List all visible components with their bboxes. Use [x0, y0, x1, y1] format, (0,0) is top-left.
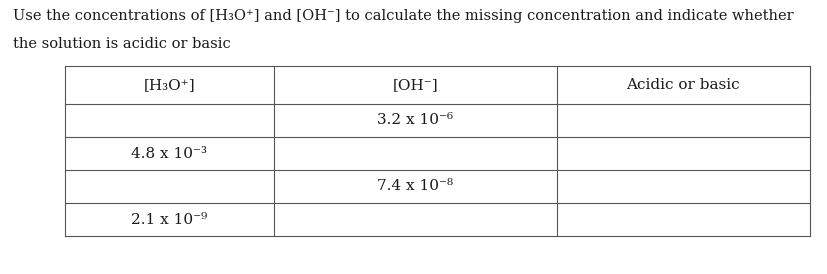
- Text: [OH⁻]: [OH⁻]: [392, 78, 437, 92]
- Text: 2.1 x 10⁻⁹: 2.1 x 10⁻⁹: [131, 213, 208, 227]
- Text: Use the concentrations of [H₃O⁺] and [OH⁻] to calculate the missing concentratio: Use the concentrations of [H₃O⁺] and [OH…: [13, 9, 792, 23]
- Text: the solution is acidic or basic: the solution is acidic or basic: [13, 37, 231, 51]
- Text: Acidic or basic: Acidic or basic: [626, 78, 739, 92]
- Text: 4.8 x 10⁻³: 4.8 x 10⁻³: [131, 147, 207, 161]
- Text: 3.2 x 10⁻⁶: 3.2 x 10⁻⁶: [376, 113, 452, 127]
- Text: [H₃O⁺]: [H₃O⁺]: [143, 78, 195, 92]
- Text: 7.4 x 10⁻⁸: 7.4 x 10⁻⁸: [376, 179, 452, 193]
